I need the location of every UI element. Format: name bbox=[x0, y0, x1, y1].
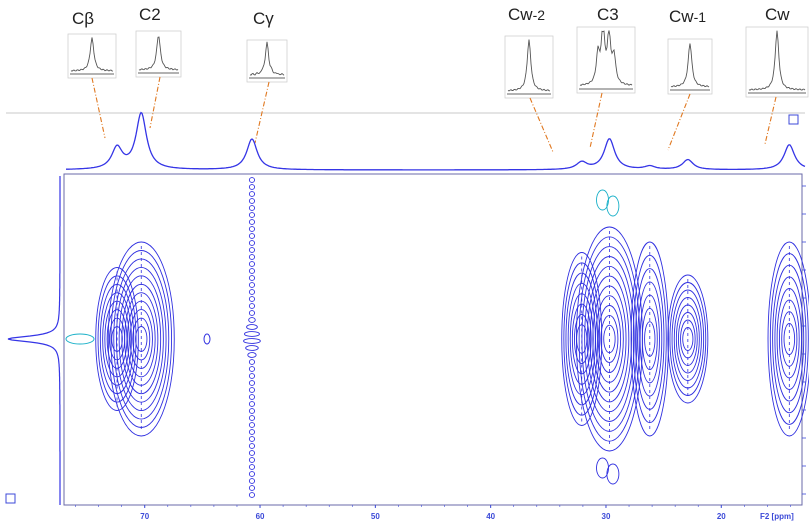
left-projection-toggle-checkbox[interactable] bbox=[5, 493, 16, 504]
x-tick-label-60: 60 bbox=[256, 512, 265, 521]
leader-line-0 bbox=[91, 77, 106, 139]
x-tick-label-40: 40 bbox=[486, 512, 495, 521]
plot-frame bbox=[63, 173, 803, 506]
contour-cluster-6 bbox=[667, 274, 709, 404]
inset-spectrum-3 bbox=[504, 35, 554, 99]
leader-line-3 bbox=[529, 97, 554, 153]
leader-line-2 bbox=[254, 81, 270, 144]
contour-cluster-0 bbox=[95, 267, 139, 411]
left-projection bbox=[7, 176, 61, 505]
x-tick-label-20: 20 bbox=[717, 512, 726, 521]
projection-toggle-checkbox[interactable] bbox=[788, 114, 799, 125]
satellite-contour-3 bbox=[596, 457, 609, 479]
x-tick-label-50: 50 bbox=[371, 512, 380, 521]
peak-label-cbeta: Cβ bbox=[72, 9, 94, 28]
peak-label-c2: C2 bbox=[139, 5, 161, 24]
satellite-contour-2 bbox=[596, 189, 609, 211]
peak-label-cw: Cw bbox=[765, 5, 790, 24]
leader-line-5 bbox=[667, 93, 691, 151]
y-axis-ticks bbox=[802, 185, 806, 495]
left-projection-trace bbox=[7, 176, 61, 505]
inset-spectrum-1 bbox=[135, 30, 182, 78]
peak-labels: Cβ C2 Cγ Cw-2 C3 Cw-1 Cw bbox=[72, 5, 790, 28]
leader-lines bbox=[91, 76, 777, 153]
top-projection-trace bbox=[66, 111, 806, 171]
contour-cluster-7 bbox=[767, 241, 809, 437]
x-axis-unit-label: F2 [ppm] bbox=[760, 512, 794, 521]
x-tick-label-30: 30 bbox=[602, 512, 611, 521]
peak-label-cw-1: Cw-1 bbox=[669, 7, 706, 26]
sideband-contour bbox=[65, 333, 95, 345]
minor-contour bbox=[203, 333, 211, 345]
contour-cluster-2 bbox=[243, 177, 261, 498]
inset-spectrum-5 bbox=[667, 38, 713, 95]
top-projection bbox=[66, 111, 806, 171]
contour-cluster-5 bbox=[630, 241, 669, 437]
peak-label-cgamma: Cγ bbox=[253, 9, 274, 28]
leader-line-6 bbox=[764, 96, 777, 145]
peak-label-cw-2: Cw-2 bbox=[508, 5, 545, 24]
x-tick-label-70: 70 bbox=[140, 512, 149, 521]
contour-plot bbox=[65, 177, 809, 498]
inset-spectrum-6 bbox=[745, 26, 809, 98]
x-axis: 70 60 50 40 30 20 bbox=[75, 505, 791, 521]
inset-spectra bbox=[67, 26, 809, 99]
inset-spectrum-4 bbox=[576, 26, 636, 94]
contour-cluster-1 bbox=[107, 241, 175, 437]
inset-spectrum-2 bbox=[246, 39, 288, 83]
peak-label-c3: C3 bbox=[597, 5, 619, 24]
leader-line-1 bbox=[149, 76, 161, 129]
leader-line-4 bbox=[589, 92, 603, 149]
inset-spectrum-0 bbox=[67, 33, 117, 79]
contour-cluster-4 bbox=[575, 226, 643, 452]
